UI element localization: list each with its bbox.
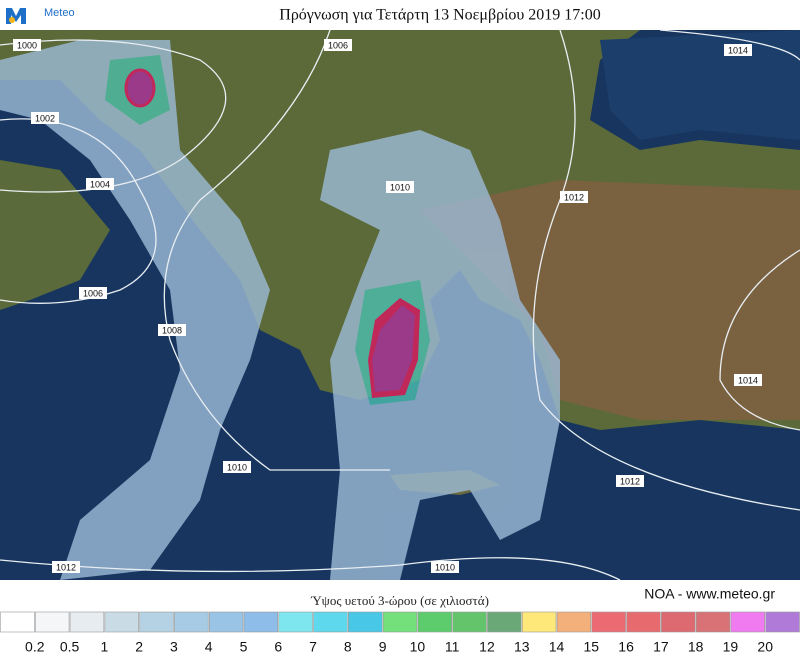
land-anatolia: [420, 180, 800, 420]
isobar-line: [163, 29, 390, 471]
legend-swatch: [243, 611, 279, 633]
isobar-line: [532, 29, 800, 511]
legend-label: 8: [344, 639, 352, 655]
legend-swatch: [139, 611, 174, 633]
legend-label: 0.5: [60, 639, 80, 655]
isobar-label-bg: [386, 181, 414, 193]
legend-swatch: [521, 611, 557, 633]
legend-swatch: [417, 611, 452, 633]
legend-swatch: [661, 611, 696, 633]
legend-swatch: [765, 611, 800, 633]
legend-swatch: [382, 611, 418, 633]
legend-swatch: [0, 611, 35, 633]
legend-label: 2: [135, 639, 143, 655]
black-sea: [600, 30, 800, 140]
legend-swatch: [348, 611, 383, 633]
isobar-label: 1000: [17, 40, 37, 50]
legend-swatch: [695, 611, 731, 633]
italy: [0, 160, 110, 310]
legend-swatch: [104, 611, 139, 633]
legend-swatch: [208, 611, 244, 633]
legend-swatch: [69, 611, 105, 633]
legend-swatch: [452, 611, 487, 633]
isobar-label: 1012: [56, 562, 76, 572]
legend-label: 19: [723, 639, 739, 655]
legend-label: 7: [309, 639, 317, 655]
legend-label: 20: [757, 639, 773, 655]
legend-label: 1: [100, 639, 108, 655]
isobar-line: [719, 249, 800, 431]
isobar-label: 1012: [564, 192, 584, 202]
legend-label: 9: [379, 639, 387, 655]
isobar-label: 1008: [162, 325, 182, 335]
legend-swatch: [556, 611, 592, 633]
legend-swatch: [626, 611, 661, 633]
legend-swatch: [591, 611, 626, 633]
legend-label: 16: [618, 639, 634, 655]
credit: NOA - www.meteo.gr: [644, 586, 775, 602]
isobar-line: [0, 557, 621, 581]
legend-label: 14: [549, 639, 565, 655]
isobar-label-bg: [616, 475, 644, 487]
legend-label: 6: [274, 639, 282, 655]
isobar-label-bg: [324, 39, 352, 51]
isobar-label-bg: [724, 44, 752, 56]
legend-label: 10: [410, 639, 426, 655]
title: Πρόγνωση για Τετάρτη 13 Νοεμβρίου 2019 1…: [279, 7, 600, 24]
legend-label: 12: [479, 639, 495, 655]
legend-swatch: [313, 611, 348, 633]
isobar-label-bg: [158, 324, 186, 336]
legend-label: 4: [205, 639, 213, 655]
isobar-label-bg: [86, 178, 114, 190]
isobar-label: 1010: [227, 462, 247, 472]
legend-title: Ύψος υετού 3-ώρου (σε χιλιοστά): [310, 593, 489, 608]
isobar-label: 1002: [35, 113, 55, 123]
legend-label: 15: [584, 639, 600, 655]
legend-swatch: [34, 611, 70, 633]
isobar-label-bg: [560, 191, 588, 203]
legend: 0.2 0.5 1 2 3 4 5 6 7 8 9 10 11 12 13 14 15 16 17 18 19 20: [0, 611, 800, 655]
precip-west: [0, 40, 270, 580]
isobar-label: 1006: [83, 288, 103, 298]
legend-label: 11: [445, 639, 460, 655]
legend-label: 5: [240, 639, 248, 655]
isobar-label-bg: [52, 561, 80, 573]
legend-label: 18: [688, 639, 704, 655]
legend-label: 13: [514, 639, 530, 655]
isobar-label-bg: [223, 461, 251, 473]
header-bg: [0, 0, 800, 30]
isobar-label: 1014: [728, 45, 748, 55]
legend-swatch: [730, 611, 766, 633]
logo: Meteo: [6, 7, 75, 24]
isobar-label-bg: [79, 287, 107, 299]
isobar-label-bg: [431, 561, 459, 573]
logo-dot: [9, 17, 15, 23]
isobar-label-bg: [734, 374, 762, 386]
isobar-line: [0, 118, 157, 304]
isobar-label-bg: [13, 39, 41, 51]
isobar-label: 1014: [738, 375, 758, 385]
legend-swatch: [278, 611, 313, 633]
isobar-label: 1010: [390, 182, 410, 192]
precip-aegean: [320, 130, 560, 580]
legend-label: 3: [170, 639, 178, 655]
isobar-line: [659, 29, 800, 61]
legend-swatch: [487, 611, 522, 633]
isobar-labels: 1000 1006 1014 1002 1004 1010 1012 1006 1008 1014…: [13, 39, 762, 573]
legend-label: 0.2: [25, 639, 45, 655]
precip-cell: [124, 68, 156, 108]
isobar-label: 1004: [90, 179, 110, 189]
isobar-label-bg: [31, 112, 59, 124]
legend-label: 17: [653, 639, 669, 655]
legend-swatch: [174, 611, 209, 633]
isobars: [0, 29, 800, 581]
precip-core-inner: [372, 305, 415, 392]
isobar-label: 1006: [328, 40, 348, 50]
logo-text: Meteo: [44, 7, 75, 19]
isobar-label: 1010: [435, 562, 455, 572]
isobar-label: 1012: [620, 476, 640, 486]
